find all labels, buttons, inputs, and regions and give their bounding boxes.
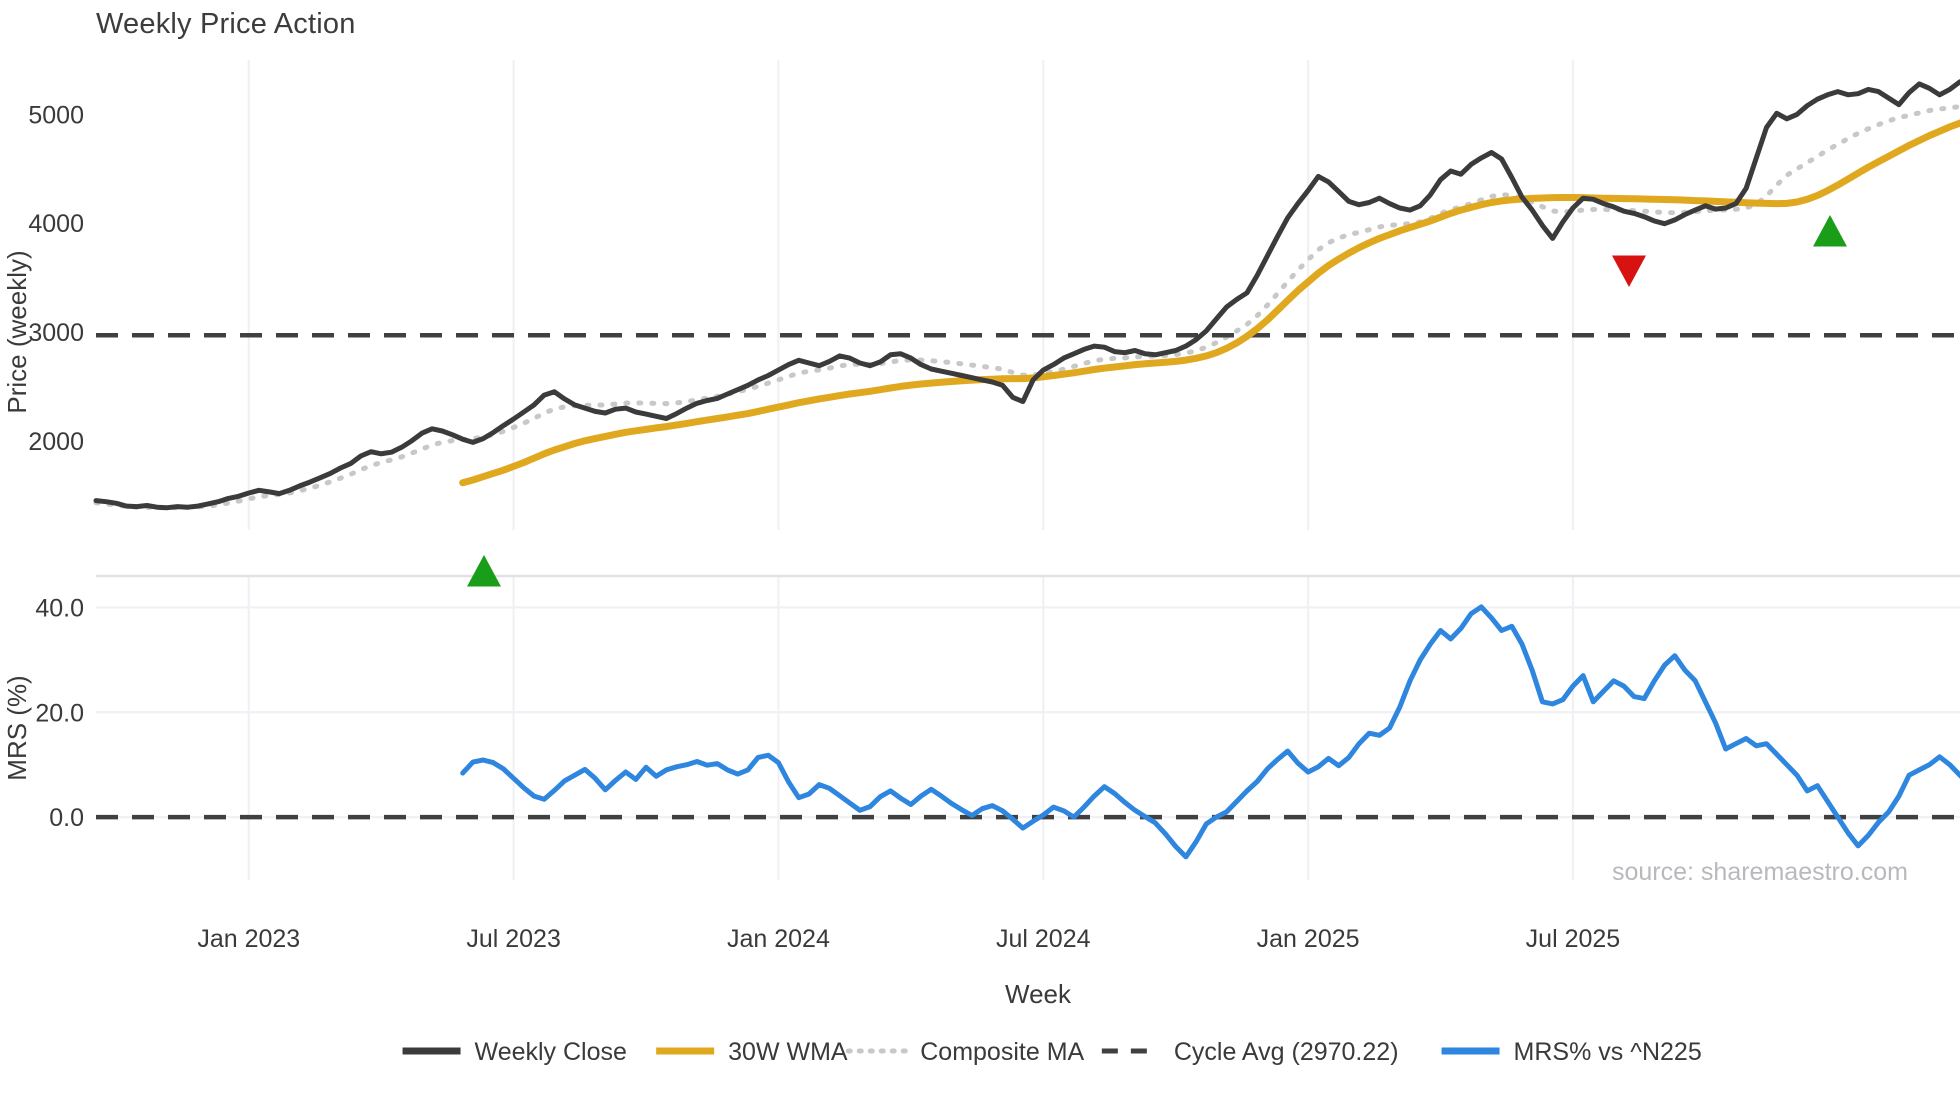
wma-30w-line xyxy=(459,119,1960,487)
legend-label-3: Cycle Avg (2970.22) xyxy=(1174,1038,1399,1066)
mrs-tick-label-2: 40.0 xyxy=(35,594,84,622)
sell-signal-marker-1 xyxy=(1612,255,1646,287)
legend-label-1: 30W WMA xyxy=(728,1038,848,1066)
mrs-tick-label-1: 20.0 xyxy=(35,699,84,727)
legend-label-4: MRS% vs ^N225 xyxy=(1514,1038,1702,1066)
weekly-close-line xyxy=(93,79,1960,511)
price-tick-label-1: 3000 xyxy=(28,319,84,347)
price-tick-label-3: 5000 xyxy=(28,101,84,129)
x-tick-label-4: Jan 2025 xyxy=(1257,925,1360,953)
mrs-series-group xyxy=(96,604,1960,860)
composite-ma-line xyxy=(93,104,1960,511)
buy-signal-marker-0 xyxy=(467,555,501,587)
axis-title-group: Price (weekly) MRS (%) Week xyxy=(2,250,1072,1009)
price-tick-label-0: 2000 xyxy=(28,428,84,456)
tick-label-group: 2000 3000 4000 5000 0.0 20.0 40.0 Jan 2023 Jul 2… xyxy=(28,101,1620,953)
price-axis-title: Price (weekly) xyxy=(2,250,32,413)
x-tick-label-1: Jul 2023 xyxy=(466,925,561,953)
chart-title: Weekly Price Action xyxy=(96,8,356,40)
x-axis-title: Week xyxy=(1005,979,1072,1009)
mrs-axis-title: MRS (%) xyxy=(2,675,32,780)
x-tick-label-5: Jul 2025 xyxy=(1526,925,1621,953)
buy-signal-marker-2 xyxy=(1813,215,1847,247)
price-tick-label-2: 4000 xyxy=(28,210,84,238)
source-watermark: source: sharemaestro.com xyxy=(1612,858,1908,886)
mrs-tick-label-0: 0.0 xyxy=(49,804,84,832)
vertical-gridlines xyxy=(247,60,1575,880)
signal-markers-group xyxy=(467,215,1847,587)
x-tick-label-3: Jul 2024 xyxy=(996,925,1091,953)
mrs-gridlines xyxy=(96,574,1960,819)
x-tick-label-2: Jan 2024 xyxy=(727,925,830,953)
x-tick-label-0: Jan 2023 xyxy=(197,925,300,953)
legend-label-2: Composite MA xyxy=(920,1038,1084,1066)
mrs-line xyxy=(460,604,1960,860)
legend: Weekly Close 30W WMA Composite MA Cycle Avg… xyxy=(402,1038,1702,1066)
legend-label-0: Weekly Close xyxy=(475,1038,627,1066)
price-series-group xyxy=(93,79,1960,511)
